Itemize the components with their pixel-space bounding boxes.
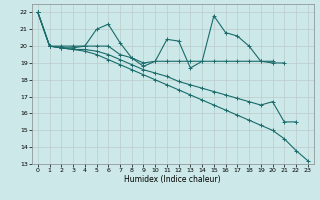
X-axis label: Humidex (Indice chaleur): Humidex (Indice chaleur) xyxy=(124,175,221,184)
